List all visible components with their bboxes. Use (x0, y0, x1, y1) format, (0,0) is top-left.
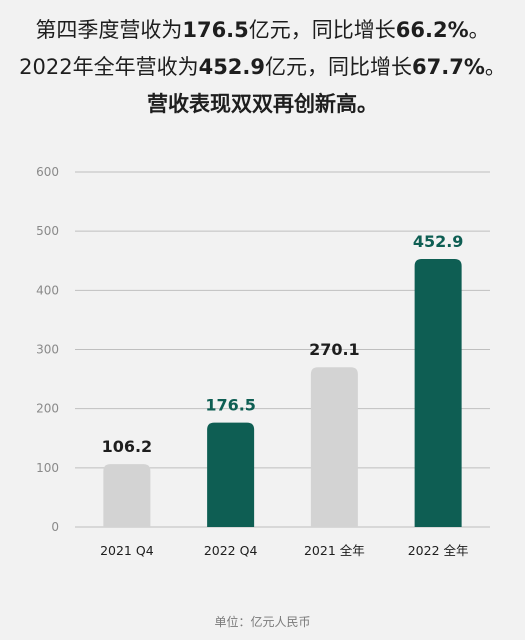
y-tick-label: 500 (36, 224, 59, 238)
headline-line-1: 第四季度营收为176.5亿元，同比增长66.2%。 (0, 18, 525, 43)
headline-line-2: 2022年全年营收为452.9亿元，同比增长67.7%。 (0, 55, 525, 80)
y-tick-label: 300 (36, 343, 59, 357)
headline-text: 2022年全年营收为 (19, 55, 199, 79)
category-label: 2022 Q4 (204, 543, 258, 558)
bar (414, 259, 462, 527)
annual-revenue-value: 452.9 (198, 55, 266, 79)
unit-footnote: 单位：亿元人民币 (214, 615, 311, 629)
y-tick-label: 200 (36, 402, 59, 416)
bar (207, 422, 255, 527)
headline-text: 第四季度营收为 (35, 18, 183, 42)
y-tick-label: 100 (36, 461, 59, 475)
data-label: 270.1 (309, 340, 360, 359)
y-tick-label: 400 (36, 283, 59, 297)
headline-text: 亿元，同比增长 (265, 55, 413, 79)
category-label: 2021 Q4 (100, 543, 154, 558)
bar (310, 367, 358, 527)
headline-text: 。 (468, 18, 490, 42)
q4-growth-value: 66.2% (395, 18, 469, 42)
headline-text: 。 (484, 55, 506, 79)
data-label: 106.2 (102, 437, 153, 456)
category-label: 2022 全年 (408, 543, 469, 558)
y-tick-label: 600 (36, 165, 59, 179)
bar (103, 464, 151, 527)
category-label: 2021 全年 (304, 543, 365, 558)
y-tick-label: 0 (51, 520, 59, 534)
revenue-bar-chart: 0 100 200 300 400 500 600 106.2 2021 Q4 176.5 2022… (36, 165, 490, 558)
q4-revenue-value: 176.5 (182, 18, 249, 42)
headline-text: 亿元，同比增长 (248, 18, 396, 42)
data-label: 452.9 (413, 232, 464, 251)
data-label: 176.5 (205, 396, 256, 415)
annual-growth-value: 67.7% (412, 55, 485, 79)
headline-line-3: 营收表现双双再创新高。 (147, 92, 378, 116)
